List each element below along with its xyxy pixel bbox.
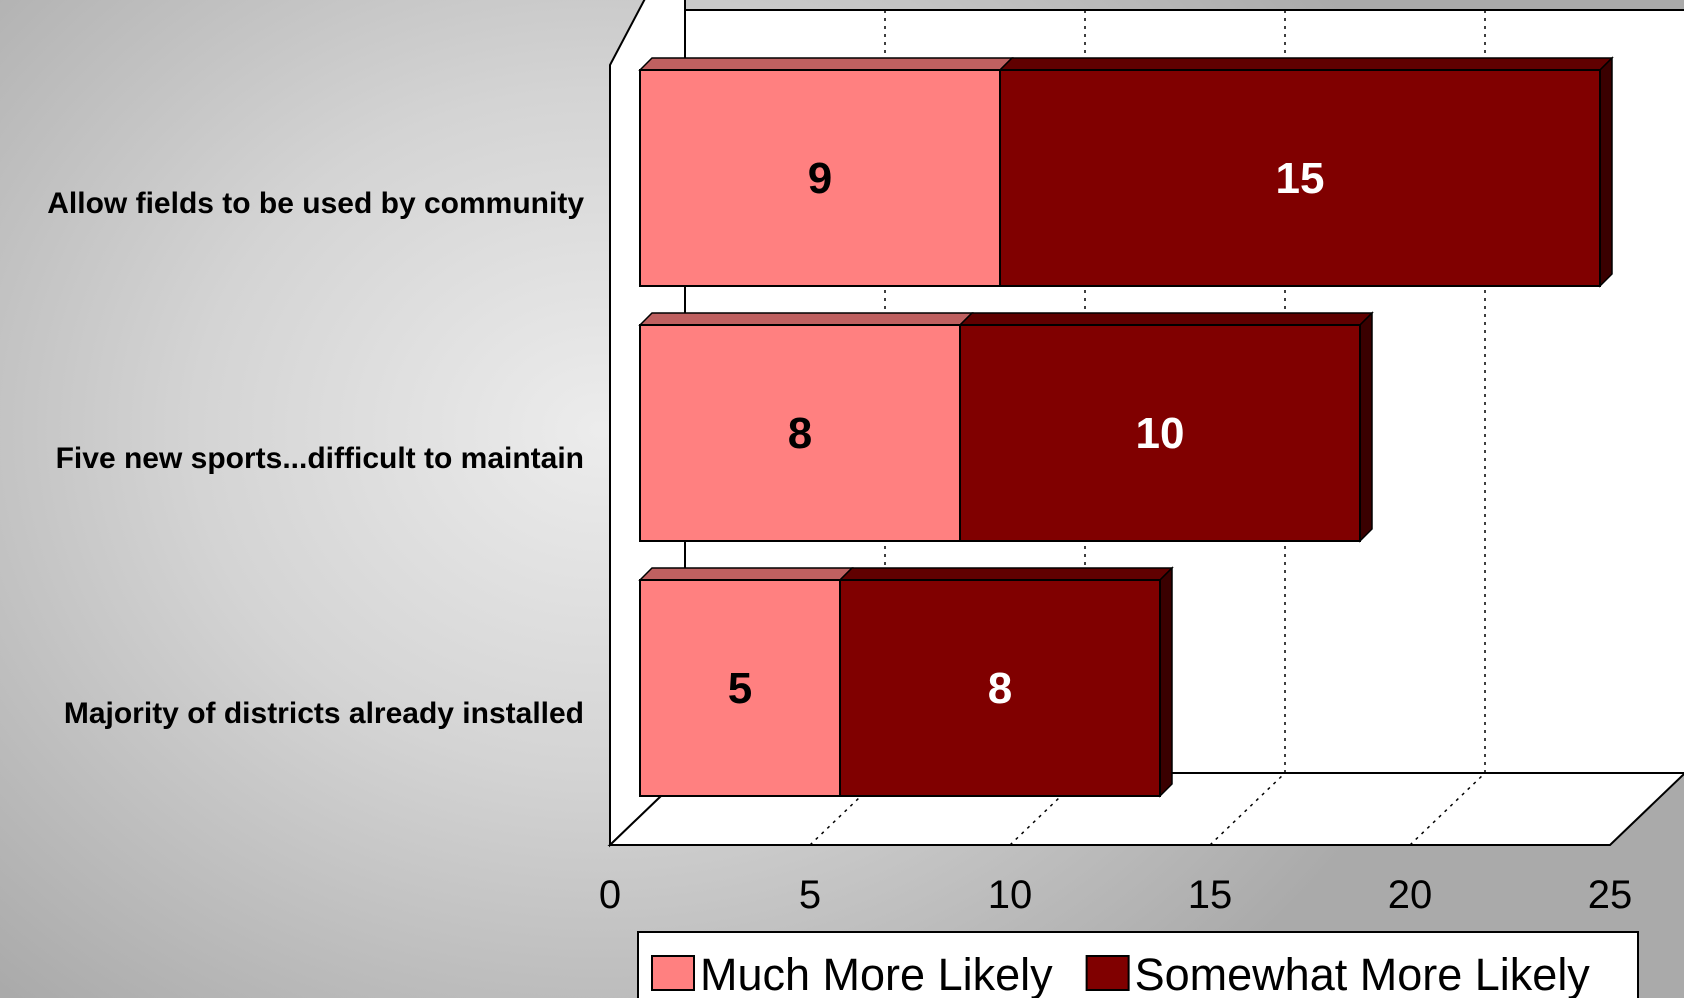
category-label: Five new sports...difficult to maintain [56, 442, 584, 475]
legend-swatch [651, 955, 695, 991]
value-label: 9 [808, 154, 832, 203]
bar-segment [958, 311, 1374, 543]
value-label: 15 [1276, 154, 1325, 203]
category-label: Majority of districts already installed [64, 697, 584, 730]
tick-label: 25 [1588, 873, 1633, 917]
tick-label: 15 [1188, 873, 1233, 917]
value-label: 8 [788, 409, 812, 458]
value-label: 8 [988, 664, 1012, 713]
x-axis-ticks: 0 5 10 15 20 25 [599, 873, 1632, 917]
legend-box [637, 931, 1639, 998]
value-label: 5 [728, 664, 752, 713]
bar-segment [998, 56, 1614, 288]
gridline-floor [1209, 772, 1286, 846]
tick-label: 0 [599, 873, 621, 917]
value-label: 10 [1136, 409, 1185, 458]
gridline-floor [1409, 772, 1486, 846]
gridlines [809, 10, 1486, 846]
bar-segment [638, 567, 854, 797]
legend-item: Somewhat More Likely [1085, 949, 1591, 998]
category-labels: Allow fields to be used by community Five… [47, 187, 584, 730]
tick-label: 10 [988, 873, 1033, 917]
legend-label: Somewhat More Likely [1135, 949, 1591, 998]
legend: Much More Likely Somewhat More Likely [637, 931, 1639, 998]
category-label: Allow fields to be used by community [47, 187, 584, 220]
tick-label: 20 [1388, 873, 1433, 917]
gridline-floor [809, 772, 886, 846]
bar-segment [638, 57, 1014, 287]
bars: 9 15 8 10 5 8 [638, 56, 1614, 798]
legend-label: Much More Likely [700, 949, 1053, 998]
gridline-floor [1009, 772, 1086, 846]
bar-segment [838, 566, 1174, 798]
legend-swatch [1085, 955, 1130, 991]
legend-item: Much More Likely [651, 949, 1053, 998]
tick-label: 5 [799, 873, 821, 917]
